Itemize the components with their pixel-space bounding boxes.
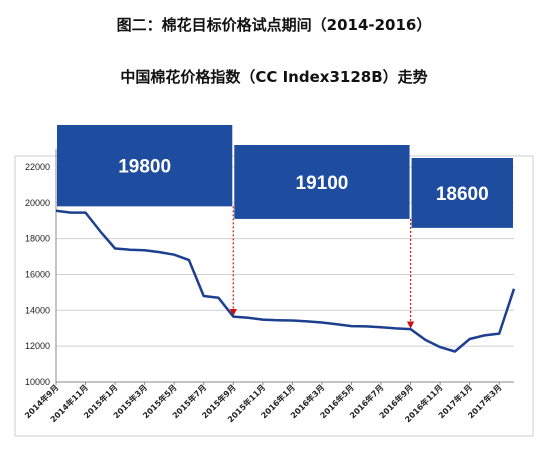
figure-title: 图二：棉花目标价格试点期间（2014-2016）: [116, 16, 432, 34]
target-price-label: 19100: [296, 173, 349, 194]
y-tick-label: 12000: [25, 341, 50, 351]
target-price-box: [411, 158, 513, 228]
target-price-box: [57, 125, 233, 207]
target-price-box: [234, 145, 410, 219]
target-price-label: 19800: [118, 157, 171, 178]
y-tick-label: 14000: [25, 305, 50, 315]
chart-title: 中国棉花价格指数（CC Index3128B）走势: [120, 68, 428, 86]
y-tick-label: 16000: [25, 269, 50, 279]
target-price-label: 18600: [436, 184, 489, 205]
y-tick-label: 22000: [25, 162, 50, 172]
y-tick-label: 10000: [25, 377, 50, 387]
y-tick-label: 18000: [25, 234, 50, 244]
y-tick-label: 20000: [25, 198, 50, 208]
price-series-line: [55, 209, 516, 353]
